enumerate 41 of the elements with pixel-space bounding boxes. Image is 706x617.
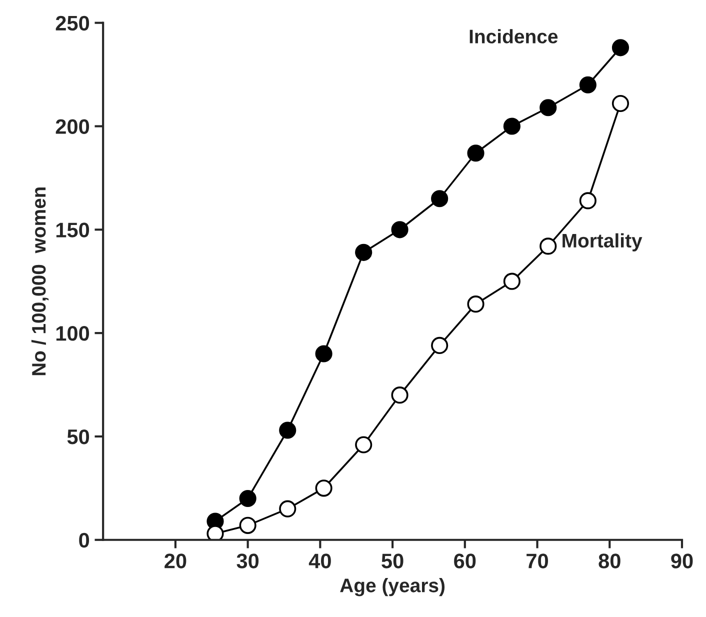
- point: [579, 192, 596, 210]
- x-tick-label: 30: [236, 554, 259, 568]
- series-label: Mortality: [562, 233, 642, 252]
- y-tick-label: 50: [67, 429, 90, 444]
- y-tick-label: 0: [79, 532, 90, 548]
- x-tick-label: 80: [598, 554, 620, 568]
- point: [355, 436, 372, 454]
- point: [315, 480, 332, 497]
- point: [612, 39, 630, 56]
- point: [503, 118, 520, 135]
- x-tick-label: 60: [454, 554, 476, 568]
- point: [612, 94, 630, 112]
- point: [355, 244, 372, 261]
- x-axis-title: Age (years): [340, 578, 445, 596]
- point: [540, 99, 557, 116]
- point: [279, 422, 296, 439]
- y-tick-label: 250: [56, 16, 90, 31]
- point: [467, 144, 484, 162]
- y-axis-title: No / 100,000 women: [31, 187, 49, 376]
- x-tick-label: 20: [164, 554, 186, 568]
- point: [391, 386, 408, 404]
- point: [503, 272, 520, 290]
- point: [239, 516, 256, 534]
- point: [467, 296, 484, 313]
- y-tick-label: 150: [56, 222, 90, 238]
- point: [239, 490, 256, 508]
- point: [431, 336, 448, 354]
- x-tick-label: 90: [671, 554, 693, 568]
- point: [279, 500, 296, 518]
- y-tick-label: 100: [56, 326, 90, 341]
- point: [206, 525, 224, 540]
- y-tick-label: 200: [56, 119, 90, 134]
- x-tick-label: 40: [308, 554, 331, 568]
- point: [431, 190, 448, 208]
- point: [579, 76, 596, 94]
- point: [315, 345, 332, 362]
- text: Incidence: [470, 29, 558, 44]
- point: [391, 221, 408, 238]
- x-tick-label: 50: [382, 554, 404, 568]
- point: [540, 238, 557, 255]
- x-tick-label: 70: [526, 554, 548, 568]
